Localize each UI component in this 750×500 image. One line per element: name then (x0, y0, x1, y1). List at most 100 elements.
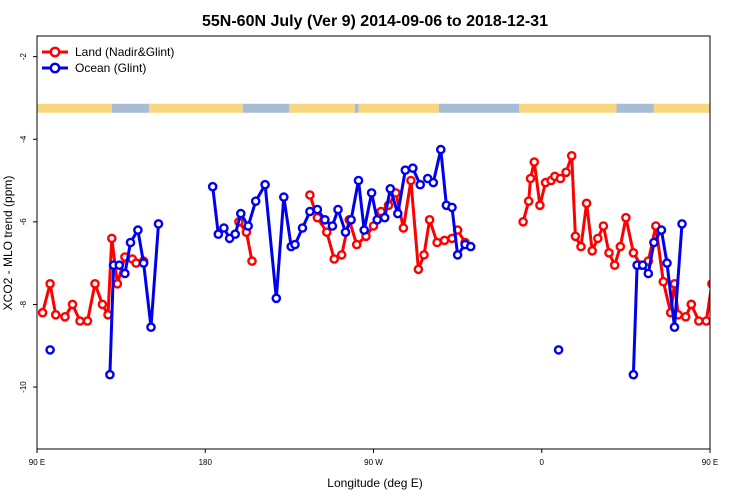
data-point-land (97, 299, 108, 310)
x-tick-label: 90 E (29, 458, 45, 467)
data-point-ocean (340, 227, 351, 237)
data-point-ocean (465, 241, 476, 252)
data-point-ocean (133, 225, 143, 235)
data-point-ocean (407, 163, 418, 173)
data-point-ocean (138, 258, 149, 268)
data-point-land (712, 301, 719, 308)
data-point-land (593, 233, 603, 244)
legend-item-land: Land (Nadir&Glint) (42, 45, 174, 59)
data-point-land (60, 311, 70, 322)
data-point-land (535, 200, 545, 211)
data-point-land (351, 239, 362, 250)
data-point-land (247, 256, 257, 266)
data-point-ocean (353, 175, 364, 186)
data-point-ocean (290, 239, 300, 250)
data-point-land (321, 227, 332, 237)
data-point-ocean (120, 268, 130, 279)
strip-segment-land (519, 103, 617, 113)
data-point-land (529, 157, 540, 167)
data-point-land (555, 173, 566, 184)
data-point-land (305, 190, 315, 200)
data-point-ocean (677, 219, 687, 229)
data-point-land (75, 316, 85, 326)
data-point-land (701, 316, 710, 326)
data-point-ocean (346, 214, 356, 225)
data-point-land (50, 309, 61, 320)
data-point-ocean (271, 293, 282, 304)
data-point-land (413, 264, 424, 275)
data-point-ocean (643, 268, 654, 279)
data-point-ocean (447, 202, 457, 213)
data-point-land (570, 231, 581, 242)
data-point-land (576, 241, 586, 252)
data-point-ocean (207, 181, 218, 192)
data-point-ocean (278, 192, 289, 202)
data-point-land (727, 280, 734, 287)
legend-marker-land (49, 46, 61, 58)
strip-segment-ocean (438, 103, 520, 113)
plot-frame (36, 35, 711, 450)
x-tick-label: 90 E (702, 458, 718, 467)
data-point-ocean (153, 219, 164, 229)
data-point-land (112, 278, 123, 289)
legend-label-ocean: Ocean (Glint) (75, 61, 146, 75)
strip-segment-land (149, 103, 243, 113)
data-point-ocean (435, 144, 446, 155)
legend: Land (Nadir&Glint) Ocean (Glint) (42, 45, 174, 75)
data-point-land (329, 254, 340, 264)
data-point-land (45, 278, 55, 289)
data-point-land (518, 216, 528, 227)
land-ocean-strip (37, 103, 710, 113)
data-point-land (581, 198, 592, 209)
data-point-land (90, 278, 100, 289)
data-point-ocean (359, 225, 370, 235)
data-point-land (598, 221, 609, 231)
data-point-ocean (392, 208, 403, 219)
data-point-ocean (400, 165, 411, 175)
data-point-ocean (656, 225, 667, 235)
data-point-land (628, 247, 639, 258)
x-tick-label: 0 (540, 458, 545, 467)
data-point-ocean (372, 214, 383, 225)
data-point-land (432, 237, 442, 248)
data-point-land (67, 299, 78, 310)
x-tick-label: 180 (199, 458, 213, 467)
data-point-land (621, 212, 631, 223)
data-point-land (686, 299, 697, 310)
data-point-ocean (385, 183, 396, 194)
data-point-ocean (114, 260, 125, 271)
data-point-land (439, 235, 450, 246)
strip-segment-land (358, 103, 439, 113)
data-point-land (658, 276, 669, 287)
data-point-land (680, 311, 691, 322)
y-tick-label: -6 (19, 218, 28, 226)
strip-segment-land (289, 103, 355, 113)
y-tick-label: -8 (19, 300, 28, 308)
data-point-ocean (333, 204, 343, 215)
data-point-ocean (260, 179, 270, 190)
data-point-land (609, 260, 620, 271)
data-point-land (707, 279, 710, 289)
data-point-land (419, 250, 429, 260)
x-axis-ticks: 90 E 180 90 W 0 90 E (29, 449, 718, 467)
data-point-ocean (312, 204, 323, 215)
data-point-land (107, 233, 117, 244)
data-point-ocean (415, 179, 426, 190)
data-point-land (723, 235, 730, 242)
strip-segment-land (37, 103, 112, 113)
series-layer (37, 144, 734, 380)
data-point-ocean (637, 260, 648, 271)
x-axis-label: Longitude (deg E) (327, 476, 422, 490)
data-point-ocean (366, 188, 377, 198)
data-point-ocean (305, 206, 315, 217)
strip-segment-land (653, 103, 710, 113)
data-point-land (694, 316, 704, 326)
data-point-land (604, 247, 614, 258)
data-point-land (525, 173, 536, 184)
data-point-land (406, 175, 416, 186)
data-point-ocean (452, 250, 463, 260)
data-point-ocean (662, 258, 672, 268)
data-point-land (131, 258, 141, 268)
y-tick-label: -10 (19, 381, 28, 393)
